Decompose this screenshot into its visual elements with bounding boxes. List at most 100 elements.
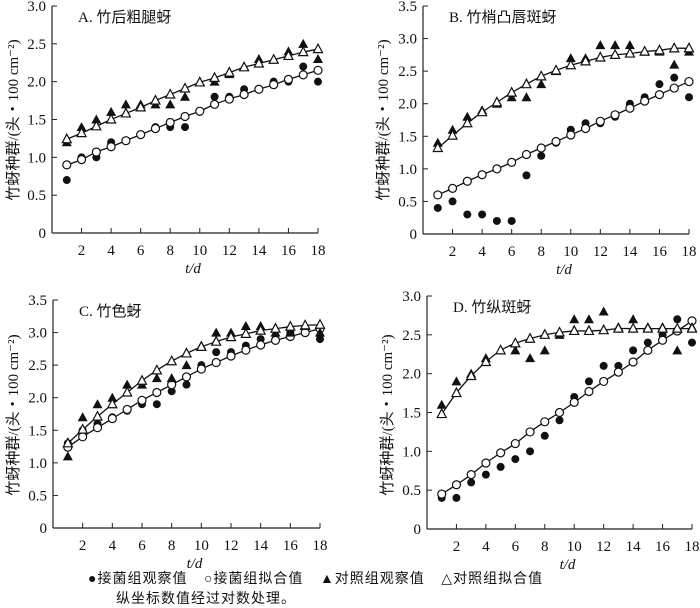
data-point bbox=[613, 367, 623, 377]
data-point bbox=[210, 92, 219, 101]
x-tick-label: 8 bbox=[166, 243, 174, 259]
data-point bbox=[254, 84, 264, 94]
data-point bbox=[209, 71, 221, 82]
x-tick-label: 2 bbox=[449, 244, 457, 260]
data-point bbox=[478, 210, 487, 219]
y-axis-title: 竹蚜种群/(头・100 cm⁻²) bbox=[5, 39, 22, 200]
filled-triangle-icon: ▲ bbox=[319, 572, 335, 587]
data-point bbox=[298, 70, 308, 80]
y-tick-label: 1.5 bbox=[398, 129, 417, 145]
data-point bbox=[62, 160, 72, 170]
data-point bbox=[595, 116, 605, 126]
data-point bbox=[565, 53, 576, 63]
data-point bbox=[510, 438, 520, 449]
data-point bbox=[105, 113, 117, 124]
data-point bbox=[686, 322, 698, 333]
x-tick-label: 18 bbox=[682, 244, 697, 260]
data-point bbox=[433, 190, 443, 200]
data-point bbox=[476, 105, 488, 117]
data-point bbox=[624, 40, 635, 50]
data-point bbox=[580, 55, 592, 66]
data-point bbox=[253, 57, 265, 68]
data-point bbox=[107, 392, 118, 402]
data-point bbox=[539, 345, 550, 355]
x-tick-label: 6 bbox=[137, 243, 145, 259]
chart-panel-a: 0 0.5 1.0 1.5 2.0 2.5 3.0 2 4 6 8 10 12 14 16 18 t/d 竹蚜种群… bbox=[5, 0, 326, 277]
data-point bbox=[211, 327, 222, 337]
data-point bbox=[136, 374, 148, 385]
y-tick-label: 0 bbox=[414, 522, 422, 538]
data-point bbox=[314, 77, 322, 86]
legend-item-control-observed: ▲对照组观察值 bbox=[320, 572, 425, 587]
data-point bbox=[627, 322, 639, 333]
y-tick-label: 1.0 bbox=[28, 456, 47, 472]
data-point bbox=[180, 91, 190, 101]
y-tick-label: 2.5 bbox=[27, 37, 46, 53]
x-tick-label: 12 bbox=[222, 243, 237, 259]
y-axis-title: 竹蚜种群/(头・100 cm⁻²) bbox=[379, 334, 396, 495]
x-tick-label: 2 bbox=[78, 243, 86, 259]
x-tick-label: 10 bbox=[194, 538, 209, 554]
data-point bbox=[462, 111, 473, 121]
data-point bbox=[643, 345, 653, 355]
data-point bbox=[684, 76, 694, 87]
data-point bbox=[181, 372, 192, 382]
data-point bbox=[62, 451, 73, 461]
x-tick-label: 14 bbox=[251, 243, 267, 259]
data-point bbox=[612, 322, 624, 333]
data-point bbox=[432, 141, 444, 153]
data-point bbox=[555, 416, 564, 425]
x-tick-label: 8 bbox=[168, 538, 176, 554]
y-tick-label: 2.5 bbox=[28, 358, 47, 374]
x-tick-label: 16 bbox=[655, 539, 671, 555]
data-point bbox=[120, 99, 131, 109]
data-point bbox=[509, 337, 521, 348]
data-point bbox=[121, 386, 133, 397]
x-tick-label: 12 bbox=[224, 538, 239, 554]
panel-title: B. 竹梢凸唇斑蚜 bbox=[449, 9, 557, 26]
data-point bbox=[285, 327, 296, 337]
data-point bbox=[672, 345, 683, 355]
data-point bbox=[447, 183, 458, 193]
data-point bbox=[654, 89, 665, 100]
y-tick-label: 1.5 bbox=[402, 406, 421, 422]
y-tick-label: 2.0 bbox=[402, 367, 421, 383]
fit-line bbox=[441, 327, 692, 415]
legend-item-inoculated-fitted: ○接菌组拟合值 bbox=[204, 572, 303, 587]
data-point bbox=[312, 42, 324, 54]
data-point bbox=[521, 149, 532, 160]
data-point bbox=[673, 315, 682, 324]
data-point bbox=[451, 376, 462, 386]
data-point bbox=[182, 380, 191, 389]
axis-note: 纵坐标数值经过对数处理。 bbox=[116, 592, 296, 607]
data-point bbox=[467, 478, 476, 487]
data-point bbox=[610, 110, 620, 120]
data-point bbox=[624, 47, 636, 58]
data-point bbox=[315, 327, 325, 337]
y-tick-label: 3.5 bbox=[28, 293, 47, 309]
series-open-triangle bbox=[436, 322, 698, 419]
data-point bbox=[599, 376, 609, 387]
data-point bbox=[181, 360, 192, 370]
data-point bbox=[106, 397, 118, 409]
fit-line bbox=[441, 320, 693, 495]
data-point bbox=[91, 114, 102, 124]
data-point bbox=[106, 106, 117, 116]
x-tick-label: 12 bbox=[596, 539, 611, 555]
data-point bbox=[535, 70, 547, 81]
data-point bbox=[91, 147, 101, 157]
x-tick-label: 14 bbox=[622, 244, 638, 260]
data-point bbox=[196, 364, 206, 374]
data-point bbox=[540, 417, 550, 427]
data-point bbox=[316, 335, 324, 344]
data-point bbox=[62, 176, 71, 185]
x-tick-label: 10 bbox=[192, 243, 207, 259]
x-tick-label: 8 bbox=[537, 244, 545, 260]
fit-line bbox=[67, 328, 321, 448]
data-point bbox=[628, 314, 639, 324]
legend-label: 接菌组拟合值 bbox=[213, 572, 304, 587]
x-tick-label: 18 bbox=[313, 538, 328, 554]
data-point bbox=[167, 387, 176, 396]
data-point bbox=[92, 423, 103, 433]
data-point bbox=[225, 330, 237, 342]
